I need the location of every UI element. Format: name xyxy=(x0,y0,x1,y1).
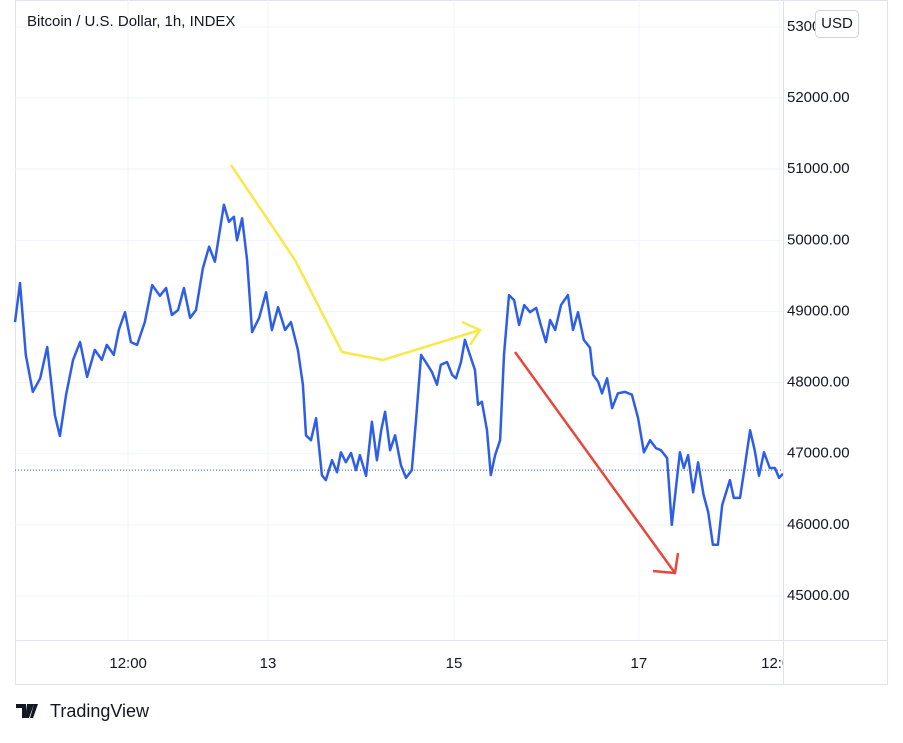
price-line xyxy=(13,203,784,547)
x-tick-label: 15 xyxy=(446,655,463,672)
annotation-arrow xyxy=(229,164,481,362)
y-tick-label: 49000.00 xyxy=(787,302,850,319)
x-tick-label: 12:00 xyxy=(761,655,799,672)
x-tick-label: 13 xyxy=(260,655,277,672)
currency-badge[interactable] xyxy=(815,10,859,38)
y-tick-label: 47000.00 xyxy=(787,445,850,462)
y-tick-label: 52000.00 xyxy=(787,89,850,106)
y-tick-label: 50000.00 xyxy=(787,231,850,248)
logo: TradingView xyxy=(16,701,150,721)
logo-icon xyxy=(16,704,38,718)
x-tick-label: 17 xyxy=(631,655,648,672)
annotation-arrowhead xyxy=(652,552,680,575)
y-tick-label: 45000.00 xyxy=(787,587,850,604)
x-tick-label: 12:00 xyxy=(109,655,147,672)
y-tick-label: 51000.00 xyxy=(787,160,850,177)
annotation-arrow xyxy=(513,351,677,574)
y-tick-label: 46000.00 xyxy=(787,516,850,533)
y-tick-label: 48000.00 xyxy=(787,374,850,391)
chart-title: Bitcoin / U.S. Dollar, 1h, INDEX xyxy=(27,13,235,30)
chart-frame xyxy=(15,0,888,685)
annotation-arrowhead xyxy=(461,320,482,346)
currency-label[interactable]: USD xyxy=(821,15,853,32)
brand-name: TradingView xyxy=(50,701,150,721)
